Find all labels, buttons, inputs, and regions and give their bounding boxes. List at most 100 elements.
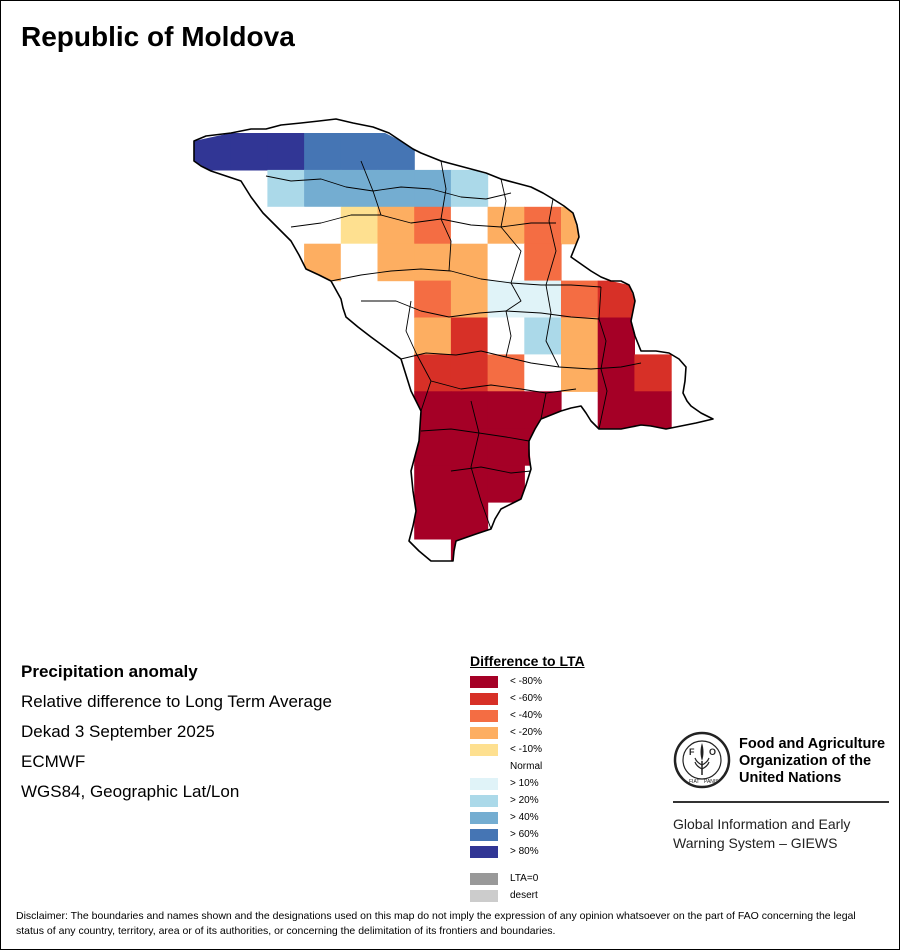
- grid-cell: [450, 243, 489, 282]
- grid-cell: [524, 206, 562, 245]
- legend-class-row: > 80%: [470, 843, 585, 860]
- grid-cell: [597, 391, 635, 429]
- grid-cell: [414, 243, 452, 282]
- fao-logo-icon: F O FIAT PANIS: [673, 731, 731, 789]
- legend-extra: LTA=0 desert: [470, 870, 585, 904]
- grid-cell: [487, 206, 525, 245]
- legend-class-row: > 20%: [470, 792, 585, 809]
- grid-cell: [450, 354, 489, 392]
- grid-cell: [340, 133, 379, 171]
- legend-extra-swatch: [470, 889, 498, 902]
- grid-cell: [340, 206, 379, 245]
- grid-cell: [561, 206, 599, 245]
- legend-class-swatch: [470, 726, 498, 739]
- fao-logo-motto-left: FIAT: [689, 779, 699, 785]
- grid-cell: [450, 317, 489, 355]
- grid-cell: [524, 280, 562, 319]
- legend-class-label: > 20%: [510, 795, 539, 806]
- legend-title: Difference to LTA: [470, 653, 585, 669]
- info-source: ECMWF: [21, 752, 86, 771]
- legend-class-swatch: [470, 692, 498, 705]
- legend-class-label: < -10%: [510, 744, 542, 755]
- grid-cell: [450, 391, 489, 429]
- grid-cell: [450, 502, 489, 540]
- grid-cell: [450, 538, 489, 561]
- legend-class-label: < -40%: [510, 710, 542, 721]
- legend-class-swatch: [470, 811, 498, 824]
- legend-class-label: < -60%: [510, 693, 542, 704]
- legend-class-row: > 10%: [470, 775, 585, 792]
- grid-cell: [267, 169, 305, 208]
- legend-class-swatch: [470, 675, 498, 688]
- info-subtitle: Relative difference to Long Term Average: [21, 692, 332, 711]
- fao-org-name: Food and Agriculture Organization of the…: [739, 736, 886, 786]
- grid-cell: [414, 502, 452, 540]
- legend-class-label: > 10%: [510, 778, 539, 789]
- legend: Difference to LTA < -80% < -60% < -40% < -2…: [470, 653, 585, 904]
- map-info: Precipitation anomaly Relative differenc…: [21, 657, 332, 807]
- legend-extra-label: desert: [510, 890, 538, 901]
- fao-logo-letter-o: O: [709, 747, 716, 757]
- grid-cell: [304, 206, 342, 245]
- grid-cell: [450, 428, 489, 466]
- legend-extra-row: desert: [470, 887, 585, 904]
- grid-cell: [414, 206, 452, 245]
- legend-class-swatch: [470, 794, 498, 807]
- grid-cell: [487, 465, 525, 503]
- grid-cell: [450, 280, 489, 319]
- grid-cell: [304, 243, 342, 282]
- legend-class-label: < -80%: [510, 676, 542, 687]
- legend-class-row: > 60%: [470, 826, 585, 843]
- district-boundaries: [265, 160, 642, 530]
- grid-cell: [634, 391, 672, 429]
- legend-class-label: < -20%: [510, 727, 542, 738]
- legend-class-swatch: [470, 743, 498, 756]
- legend-class-row: < -10%: [470, 741, 585, 758]
- info-heading: Precipitation anomaly: [21, 662, 198, 681]
- legend-class-row: < -20%: [470, 724, 585, 741]
- grid-cell: [230, 133, 268, 171]
- legend-class-swatch: [470, 709, 498, 722]
- grid-cell: [487, 317, 525, 355]
- giews-name: Global Information and Early Warning Sys…: [673, 816, 851, 851]
- grid-cell: [487, 428, 525, 466]
- anomaly-grid: [194, 133, 672, 561]
- grid-cell: [414, 428, 452, 466]
- info-period: Dekad 3 September 2025: [21, 722, 215, 741]
- legend-class-row: > 40%: [470, 809, 585, 826]
- grid-cell: [487, 243, 525, 282]
- fao-logo-motto-right: PANIS: [704, 779, 719, 785]
- legend-extra-label: LTA=0: [510, 873, 539, 884]
- legend-class-row: Normal: [470, 758, 585, 775]
- legend-class-label: > 40%: [510, 812, 539, 823]
- fao-divider: [673, 801, 889, 803]
- legend-class-swatch: [470, 828, 498, 841]
- legend-class-row: < -80%: [470, 673, 585, 690]
- grid-cell: [377, 206, 415, 245]
- info-projection: WGS84, Geographic Lat/Lon: [21, 782, 240, 801]
- grid-cell: [524, 317, 562, 355]
- legend-extra-row: LTA=0: [470, 870, 585, 887]
- legend-class-swatch: [470, 777, 498, 790]
- grid-cell: [561, 354, 599, 392]
- anomaly-map: [193, 118, 714, 562]
- grid-cell: [561, 317, 599, 355]
- map-title: Republic of Moldova: [21, 21, 295, 52]
- grid-cell: [377, 243, 415, 282]
- legend-class-label: > 80%: [510, 846, 539, 857]
- grid-cell: [414, 317, 452, 355]
- grid-cell: [450, 465, 489, 503]
- grid-cell: [487, 391, 525, 429]
- grid-cell: [597, 280, 635, 319]
- legend-class-label: > 60%: [510, 829, 539, 840]
- legend-class-row: < -40%: [470, 707, 585, 724]
- legend-extra-swatch: [470, 872, 498, 885]
- grid-cell: [377, 169, 415, 208]
- fao-logo-letter-f: F: [689, 747, 695, 757]
- grid-cell: [414, 465, 452, 503]
- grid-cell: [634, 354, 672, 392]
- legend-classes: < -80% < -60% < -40% < -20% < -10% Normal > 10…: [470, 673, 585, 860]
- legend-class-row: < -60%: [470, 690, 585, 707]
- grid-cell: [597, 354, 635, 392]
